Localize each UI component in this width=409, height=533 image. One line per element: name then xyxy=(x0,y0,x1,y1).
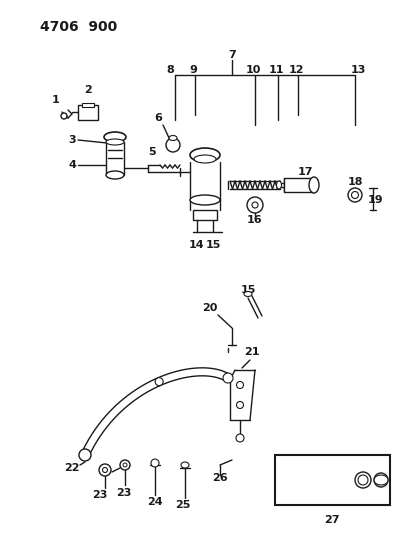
Text: 9: 9 xyxy=(189,65,196,75)
Ellipse shape xyxy=(180,462,189,468)
Text: 8: 8 xyxy=(166,65,173,75)
Text: 12: 12 xyxy=(288,65,303,75)
Text: 11: 11 xyxy=(267,65,283,75)
Circle shape xyxy=(236,382,243,389)
Ellipse shape xyxy=(189,148,220,162)
Text: 19: 19 xyxy=(367,195,383,205)
Text: 3: 3 xyxy=(68,135,76,145)
Circle shape xyxy=(246,197,262,213)
Text: 6: 6 xyxy=(154,113,162,123)
Ellipse shape xyxy=(106,139,124,145)
Text: 22: 22 xyxy=(64,463,80,473)
Text: 1: 1 xyxy=(52,95,60,105)
Text: 15: 15 xyxy=(240,285,255,295)
Text: 10: 10 xyxy=(245,65,260,75)
Text: 15: 15 xyxy=(205,240,220,250)
Text: 27: 27 xyxy=(324,515,339,525)
Ellipse shape xyxy=(373,475,387,485)
Circle shape xyxy=(102,467,107,472)
Circle shape xyxy=(252,202,257,208)
Text: 2: 2 xyxy=(84,85,92,95)
Circle shape xyxy=(166,138,180,152)
Circle shape xyxy=(123,463,127,467)
Circle shape xyxy=(61,113,67,119)
Circle shape xyxy=(347,188,361,202)
Circle shape xyxy=(151,459,159,467)
Ellipse shape xyxy=(276,181,281,189)
Circle shape xyxy=(222,373,232,383)
Ellipse shape xyxy=(243,292,252,296)
Circle shape xyxy=(357,475,367,485)
Text: 4: 4 xyxy=(68,160,76,170)
Circle shape xyxy=(155,377,163,385)
Text: 18: 18 xyxy=(346,177,362,187)
Text: 5: 5 xyxy=(148,147,155,157)
Text: 24: 24 xyxy=(147,497,162,507)
Text: 21: 21 xyxy=(244,347,259,357)
Text: 4706  900: 4706 900 xyxy=(40,20,117,34)
Ellipse shape xyxy=(169,135,177,141)
Bar xyxy=(283,178,313,192)
Ellipse shape xyxy=(308,177,318,193)
Circle shape xyxy=(236,401,243,408)
Text: 14: 14 xyxy=(189,240,204,250)
Ellipse shape xyxy=(104,132,126,142)
Bar xyxy=(274,455,389,505)
Text: 23: 23 xyxy=(116,488,131,498)
Text: 20: 20 xyxy=(202,303,217,313)
Bar xyxy=(82,103,94,107)
Text: 23: 23 xyxy=(92,490,108,500)
Ellipse shape xyxy=(189,195,220,205)
Text: 17: 17 xyxy=(297,167,312,177)
Circle shape xyxy=(79,449,91,461)
Text: 26: 26 xyxy=(212,473,227,483)
Text: 13: 13 xyxy=(349,65,365,75)
Text: 25: 25 xyxy=(175,500,190,510)
Text: 16: 16 xyxy=(247,215,262,225)
Circle shape xyxy=(354,472,370,488)
Bar xyxy=(78,105,98,120)
Text: 7: 7 xyxy=(227,50,235,60)
Circle shape xyxy=(99,464,111,476)
Circle shape xyxy=(373,473,387,487)
Circle shape xyxy=(236,434,243,442)
Bar xyxy=(193,210,216,220)
Circle shape xyxy=(351,191,357,198)
Circle shape xyxy=(120,460,130,470)
Ellipse shape xyxy=(106,171,124,179)
Ellipse shape xyxy=(193,155,216,163)
